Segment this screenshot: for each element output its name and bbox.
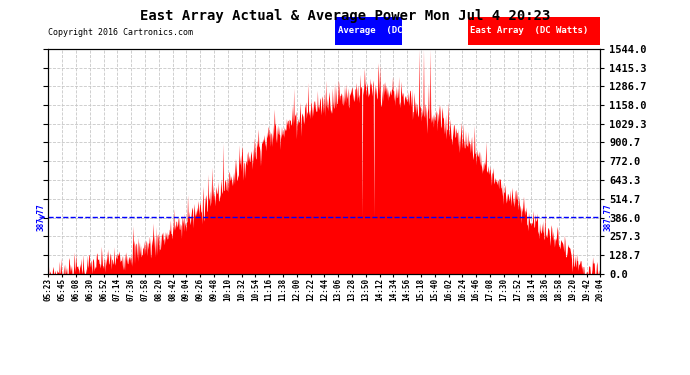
Text: East Array Actual & Average Power Mon Jul 4 20:23: East Array Actual & Average Power Mon Ju… (140, 9, 550, 23)
Text: East Array  (DC Watts): East Array (DC Watts) (471, 26, 589, 36)
Text: 387.77: 387.77 (37, 203, 46, 231)
Bar (468, 17, 600, 45)
Text: Copyright 2016 Cartronics.com: Copyright 2016 Cartronics.com (48, 28, 193, 37)
Text: Average  (DC Watts): Average (DC Watts) (338, 26, 440, 36)
Bar (335, 17, 402, 45)
Text: 387.77: 387.77 (603, 203, 612, 231)
